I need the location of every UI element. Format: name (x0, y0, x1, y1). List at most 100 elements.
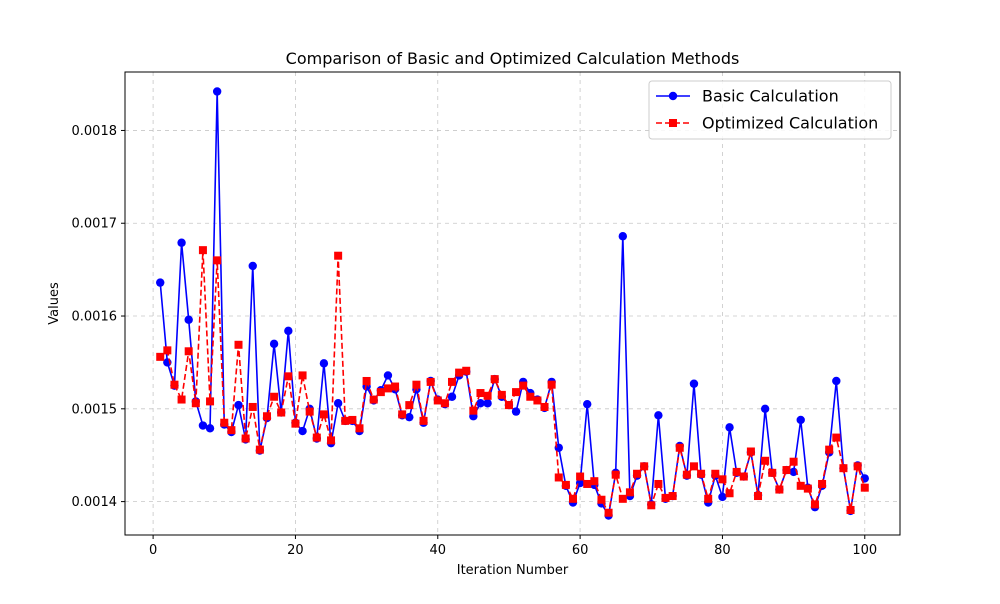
legend-box (648, 80, 892, 140)
series-2-point (448, 377, 457, 386)
series-2-point (533, 396, 542, 405)
series-1-point (383, 371, 393, 380)
series-2-point (177, 395, 186, 404)
series-1-point (269, 339, 279, 349)
series-2-point (277, 408, 286, 417)
series-2-point (426, 377, 435, 386)
series-2-point (412, 380, 421, 389)
series-2-point (334, 251, 343, 260)
series-2-line (159, 249, 866, 514)
series-1-point (725, 423, 734, 432)
series-2-point (227, 426, 236, 435)
series-2-point (220, 418, 229, 427)
legend-label: Optimized Calculation (702, 114, 878, 133)
series-1-point (447, 392, 457, 401)
series-2-point (675, 443, 684, 452)
series-2-point (262, 412, 271, 421)
series-2-point (270, 392, 279, 401)
series-2-point (796, 481, 805, 490)
series-2-point (341, 416, 350, 425)
series-2-point (369, 395, 378, 404)
series-2-point (810, 500, 819, 509)
series-2-point (419, 416, 428, 425)
series-2-point (668, 492, 677, 501)
series-1-point (511, 407, 521, 416)
series-2-point (469, 406, 478, 415)
series-2-point (440, 399, 449, 408)
series-2-point (604, 508, 613, 517)
series-1-point (212, 87, 222, 96)
series-2-point (156, 352, 165, 361)
series-2-point (462, 366, 471, 375)
series-2-point (206, 397, 215, 406)
series-2-point (718, 475, 727, 484)
series-2-point (540, 402, 549, 411)
series-2-point (547, 380, 556, 389)
series-2-point (398, 410, 407, 419)
series-2-point (355, 424, 364, 433)
series-2-point (775, 485, 784, 494)
series-2-point (298, 371, 307, 380)
series-2-point (305, 407, 314, 416)
x-tick-label: 100 (852, 543, 877, 558)
series-1-point (156, 278, 165, 287)
series-2-point (405, 401, 414, 410)
series-2-point (213, 256, 222, 265)
series-2-point (526, 392, 535, 401)
series-2-point (782, 466, 791, 475)
series-1-point (832, 376, 841, 386)
y-tick-label: 0.0014 (72, 495, 118, 510)
series-2-point (291, 419, 300, 428)
series-2-point (490, 375, 499, 384)
series-2-point (697, 469, 706, 478)
y-tick-label: 0.0018 (72, 124, 118, 139)
series-2-point (433, 396, 442, 405)
series-1-point (333, 399, 343, 408)
series-1-point (205, 424, 215, 433)
series-2-point (860, 483, 869, 492)
series-2-point (732, 467, 741, 476)
series-2-point (640, 462, 649, 471)
series-2-point (284, 372, 293, 381)
series-2-point (583, 479, 592, 488)
y-tick-label: 0.0015 (72, 402, 118, 417)
series-2-point (711, 469, 720, 478)
x-tick-label: 60 (572, 543, 589, 558)
series-2-point (497, 390, 506, 399)
series-2-point (768, 468, 777, 477)
legend-swatch-marker (669, 119, 677, 127)
series-2-point (576, 472, 585, 481)
x-axis-title: Iteration Number (457, 563, 569, 578)
series-2-point (198, 246, 207, 255)
tick-layer: 0 20 40 60 80 100 0.0014 0.0015 0.0016 0.0017 0.00… (72, 124, 878, 558)
series-2-point (832, 433, 841, 442)
series-2-point (512, 388, 521, 397)
series-2-point (825, 445, 834, 454)
series-2-point (739, 472, 748, 481)
series-2-point (391, 382, 400, 391)
series-2-point (661, 493, 670, 502)
series-2-point (376, 388, 385, 397)
series-1-point (184, 315, 193, 324)
series-1-point (476, 399, 485, 408)
plot-frame (124, 71, 901, 536)
series-2-point (689, 462, 698, 471)
series-2-point (597, 495, 606, 504)
series-2-point (554, 473, 563, 482)
series-2-point (853, 462, 862, 471)
series-2-point (319, 410, 328, 419)
series-2-point (184, 347, 193, 356)
series-2-point (241, 434, 250, 443)
series-2-point (504, 401, 513, 410)
series-layer (156, 87, 869, 520)
series-2-point (846, 505, 855, 514)
series-2-point (725, 489, 734, 498)
series-2-point (568, 494, 577, 503)
series-2-point (704, 494, 713, 503)
series-2-point (625, 488, 634, 497)
series-2-point (383, 384, 392, 393)
series-2-point (561, 480, 570, 489)
series-1-point (284, 326, 293, 336)
series-1-point (298, 426, 307, 436)
